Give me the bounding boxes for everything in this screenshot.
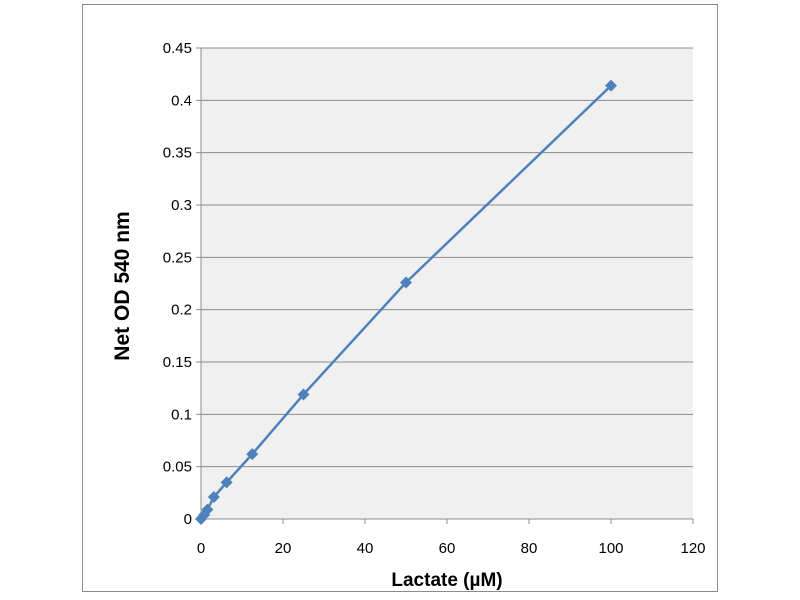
- x-tick-label-2: 40: [357, 540, 374, 557]
- data-point-4: [220, 476, 233, 489]
- grid-lines: [196, 47, 694, 524]
- y-axis-title: Net OD 540 nm: [111, 211, 134, 360]
- y-tick-labels: 0 0.05 0.1 0.15 0.2 0.25 0.3 0.35 0.4 0.45: [163, 40, 192, 528]
- y-tick-label-1: 0.05: [163, 459, 192, 476]
- x-axis-title: Lactate (µM): [391, 570, 502, 591]
- y-tick-label-5: 0.25: [163, 249, 192, 266]
- y-tick-label-2: 0.1: [171, 406, 192, 423]
- y-tick-label-0: 0: [184, 511, 192, 528]
- y-tick-label-9: 0.45: [163, 40, 192, 57]
- y-tick-label-3: 0.15: [163, 354, 192, 371]
- y-tick-label-4: 0.2: [171, 302, 192, 319]
- data-point-8: [605, 79, 617, 92]
- x-tick-label-3: 60: [439, 540, 456, 557]
- data-point-6: [297, 388, 310, 401]
- data-point-5: [246, 448, 259, 461]
- x-tick-label-6: 120: [680, 540, 705, 557]
- y-tick-label-7: 0.35: [163, 145, 192, 162]
- x-tick-labels: 0 20 40 60 80 100 120: [197, 540, 706, 557]
- y-tick-label-6: 0.3: [171, 197, 192, 214]
- y-tick-label-8: 0.4: [171, 92, 192, 109]
- x-tick-label-5: 100: [598, 540, 623, 557]
- axes: [200, 48, 693, 520]
- plot-area: [201, 48, 693, 519]
- data-point-1: [198, 508, 211, 521]
- data-point-2: [201, 503, 214, 516]
- data-point-7: [400, 276, 412, 289]
- x-tick-label-0: 0: [197, 540, 205, 557]
- x-tick-label-4: 80: [521, 540, 538, 557]
- data-point-3: [207, 491, 220, 504]
- x-tick-label-1: 20: [275, 540, 292, 557]
- data-points: [195, 79, 617, 525]
